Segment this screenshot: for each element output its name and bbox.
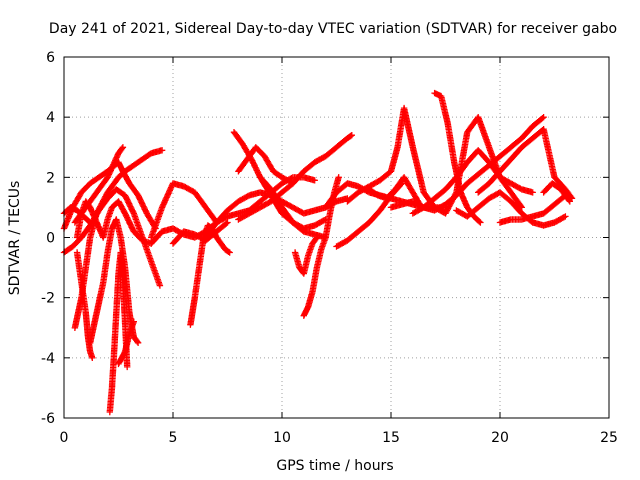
series-arc33	[540, 180, 573, 205]
plus-markers	[148, 180, 220, 241]
series-arc31	[475, 126, 576, 202]
series-arc24	[344, 104, 427, 205]
series-arc7	[73, 198, 155, 247]
y-tick-label: 6	[46, 50, 55, 66]
x-tick-label: 0	[60, 430, 69, 446]
y-tick-label: 0	[46, 231, 55, 247]
series-arc5	[71, 147, 166, 331]
series-arc6	[73, 249, 96, 361]
y-tick-label: 4	[46, 110, 55, 126]
plus-markers	[344, 104, 427, 205]
plus-markers	[475, 126, 576, 202]
plus-markers	[235, 144, 297, 187]
x-tick-label: 20	[491, 430, 509, 446]
x-axis-label: GPS time / hours	[276, 458, 393, 474]
plus-markers	[235, 132, 355, 223]
series-arc19	[257, 174, 329, 232]
plus-markers	[257, 174, 329, 232]
plus-markers	[73, 198, 155, 247]
series-arc14	[187, 222, 233, 328]
y-tick-label: 2	[46, 170, 55, 186]
chart-title: Day 241 of 2021, Sidereal Day-to-day VTE…	[49, 21, 617, 37]
plus-markers	[73, 249, 96, 361]
y-tick-label: -4	[41, 351, 55, 367]
axis-ticks: 0 5 10 15 20 25 -6 -4 -2 0 2 4 6	[41, 50, 618, 446]
data-series	[60, 89, 576, 416]
series-arc12	[148, 180, 220, 241]
plus-markers	[540, 180, 573, 205]
plus-markers	[187, 222, 233, 328]
series-arc18	[235, 132, 355, 223]
plus-markers	[291, 234, 321, 277]
series-arc10	[115, 318, 137, 368]
plus-markers	[71, 147, 166, 331]
grid-lines	[64, 57, 609, 418]
series-arc20	[291, 234, 321, 277]
plus-markers	[420, 114, 525, 217]
series-arc8	[87, 216, 142, 346]
series-arc17	[235, 144, 297, 187]
y-axis-label: SDTVAR / TECUs	[7, 181, 23, 296]
plus-markers	[115, 318, 137, 368]
x-tick-label: 15	[382, 430, 400, 446]
x-tick-label: 10	[273, 430, 291, 446]
y-tick-label: -6	[41, 411, 55, 427]
plus-markers	[366, 174, 425, 211]
series-arc29	[420, 114, 525, 217]
y-tick-label: -2	[41, 291, 55, 307]
x-tick-label: 5	[169, 430, 178, 446]
x-tick-label: 25	[600, 430, 618, 446]
series-arc25	[366, 174, 425, 211]
plus-markers	[87, 216, 142, 346]
